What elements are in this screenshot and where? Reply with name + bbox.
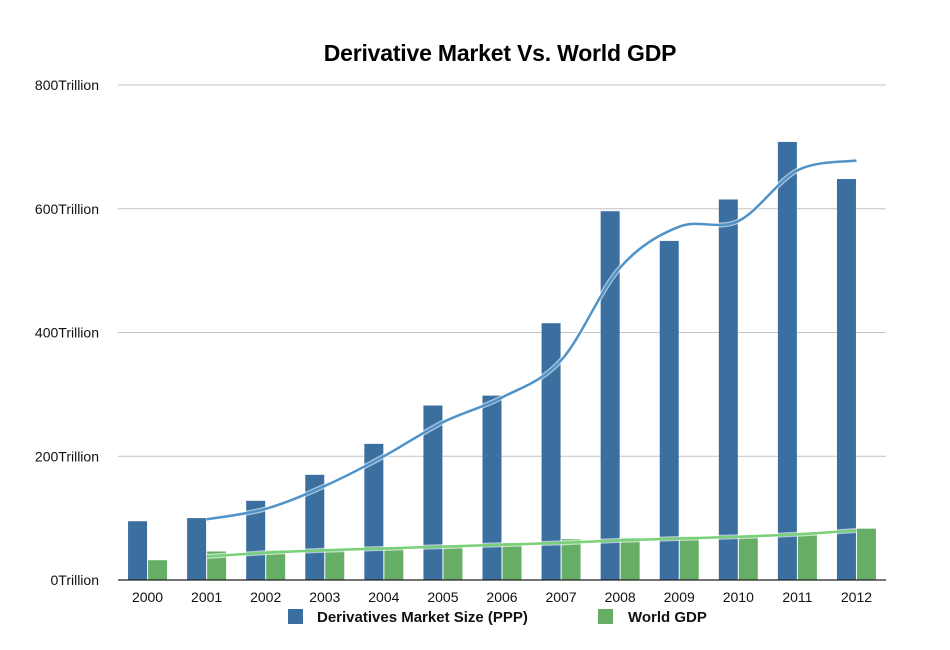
bar-world-gdp-2005 xyxy=(443,545,463,580)
bar-derivatives-2011 xyxy=(777,141,797,581)
trendline-halo-0 xyxy=(206,158,857,522)
bar-derivatives-2004 xyxy=(364,443,384,580)
bar-derivatives-2012 xyxy=(836,179,856,581)
legend-swatch-world-gdp xyxy=(598,609,613,624)
y-tick-label: 200Trillion xyxy=(35,448,99,464)
x-tick-label-2007: 2007 xyxy=(545,589,576,605)
x-tick-label-2009: 2009 xyxy=(664,589,695,605)
bar-world-gdp-2006 xyxy=(502,542,522,580)
trendline-derivatives xyxy=(206,159,857,521)
bar-world-gdp-2009 xyxy=(679,536,699,580)
x-tick-label-2005: 2005 xyxy=(427,589,458,605)
bar-world-gdp-2008 xyxy=(620,537,640,580)
bar-world-gdp-2001 xyxy=(207,551,227,580)
chart-title: Derivative Market Vs. World GDP xyxy=(323,40,677,66)
x-tick-label-2010: 2010 xyxy=(723,589,754,605)
y-tick-label: 0Trillion xyxy=(51,572,100,588)
gridlines xyxy=(118,84,886,457)
y-tick-label: 800Trillion xyxy=(35,77,99,93)
bar-derivatives-2005 xyxy=(423,405,443,580)
bar-world-gdp-2003 xyxy=(325,549,345,580)
y-axis-ticks: 0Trillion 200Trillion 400Trillion 600Trilli… xyxy=(35,77,99,588)
x-tick-label-2008: 2008 xyxy=(605,589,636,605)
legend: Derivatives Market Size (PPP) World GDP xyxy=(288,609,707,626)
bar-derivatives-2006 xyxy=(482,395,502,580)
x-tick-label-2003: 2003 xyxy=(309,589,340,605)
x-tick-label-2002: 2002 xyxy=(250,589,281,605)
trendline-world-gdp xyxy=(206,529,857,558)
x-axis-ticks: 2000 2001 2002 2003 2004 2005 2006 2007 2008 2009… xyxy=(132,589,872,605)
bar-derivatives-2008 xyxy=(600,211,620,580)
bar-world-gdp-2010 xyxy=(738,535,758,580)
x-tick-label-2004: 2004 xyxy=(368,589,399,605)
bar-world-gdp-2004 xyxy=(384,547,404,580)
bar-derivatives-2007 xyxy=(541,323,561,580)
bar-derivatives-2002 xyxy=(246,500,266,580)
bar-derivatives-2009 xyxy=(659,240,679,581)
bars xyxy=(128,141,876,581)
x-tick-label-2011: 2011 xyxy=(782,589,812,605)
legend-label-derivatives: Derivatives Market Size (PPP) xyxy=(317,609,528,626)
bar-world-gdp-2002 xyxy=(266,550,286,580)
trendlines xyxy=(206,158,857,559)
bar-derivatives-2010 xyxy=(718,199,738,580)
bar-world-gdp-2011 xyxy=(797,532,817,580)
x-tick-label-2012: 2012 xyxy=(841,589,872,605)
bar-derivatives-2000 xyxy=(128,521,148,580)
legend-swatch-derivatives xyxy=(288,609,303,624)
bar-world-gdp-2012 xyxy=(856,528,876,580)
x-tick-label-2001: 2001 xyxy=(191,589,222,605)
x-tick-label-2006: 2006 xyxy=(486,589,517,605)
x-tick-label-2000: 2000 xyxy=(132,589,163,605)
bar-world-gdp-2007 xyxy=(561,539,581,580)
y-tick-label: 400Trillion xyxy=(35,325,99,341)
legend-label-world-gdp: World GDP xyxy=(628,609,707,626)
bar-world-gdp-2000 xyxy=(148,560,168,580)
y-tick-label: 600Trillion xyxy=(35,201,99,217)
bar-derivatives-2003 xyxy=(305,474,325,580)
bar-derivatives-2001 xyxy=(187,518,207,580)
